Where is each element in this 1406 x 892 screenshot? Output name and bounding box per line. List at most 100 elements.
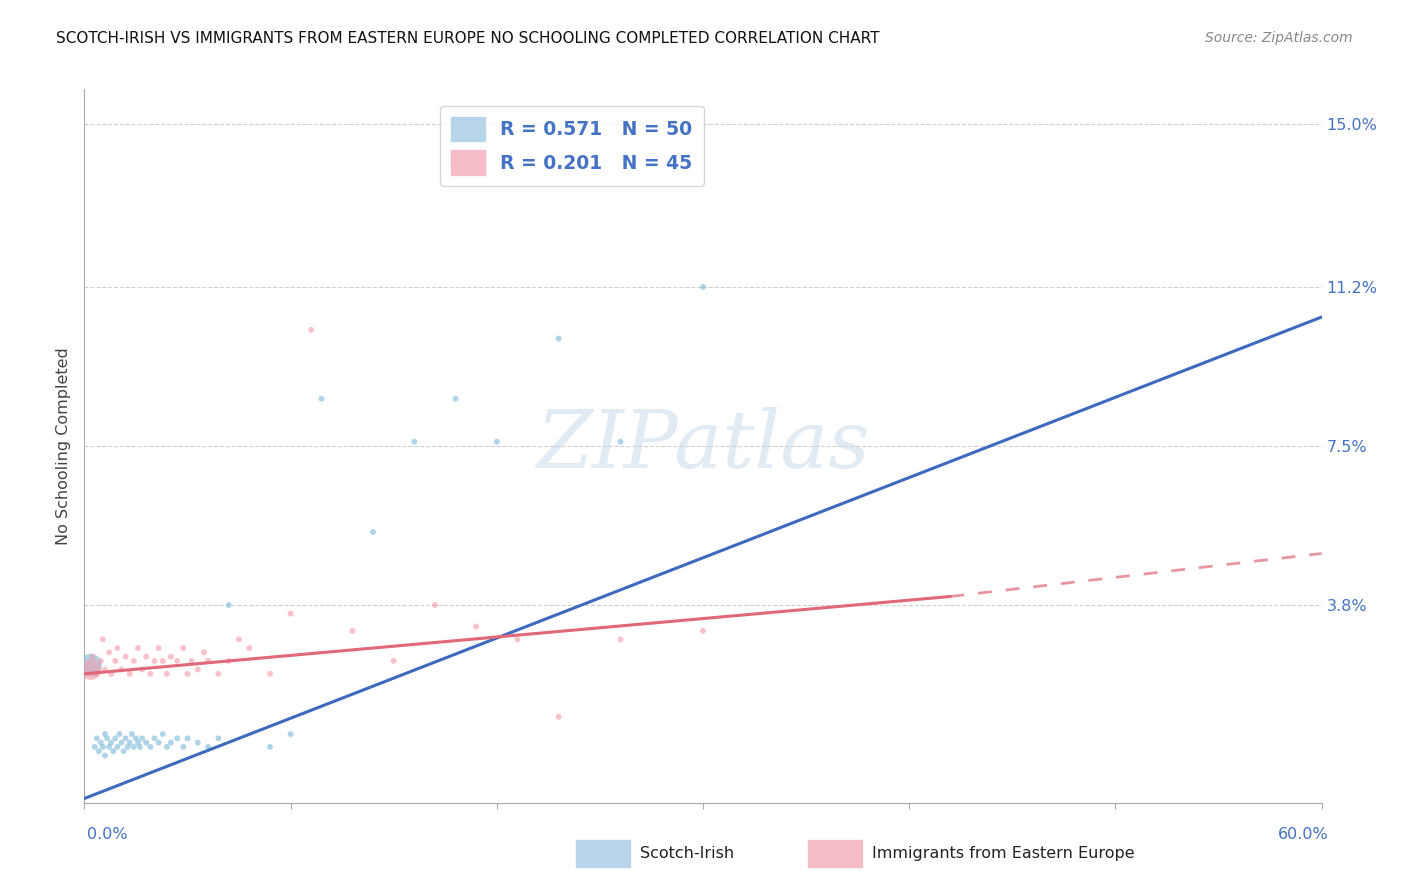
Point (148, 641, 170, 656)
Point (166, 731, 188, 746)
Point (100, 666, 122, 681)
Point (547, 710, 569, 724)
Point (127, 736, 149, 750)
Point (207, 666, 229, 681)
Point (280, 727, 302, 741)
Point (156, 739, 179, 754)
Point (114, 649, 136, 664)
Point (90, 736, 112, 750)
Point (110, 736, 132, 750)
Point (176, 666, 198, 681)
Point (299, 323, 322, 337)
Point (423, 598, 446, 612)
Point (91, 739, 114, 754)
Point (135, 736, 157, 750)
Point (180, 654, 202, 668)
Point (86, 731, 108, 746)
Point (193, 645, 215, 659)
Point (98, 645, 121, 659)
Point (547, 332, 569, 346)
Point (104, 654, 127, 668)
Text: Scotch-Irish: Scotch-Irish (640, 847, 734, 861)
Point (110, 663, 132, 677)
Point (105, 739, 128, 754)
Point (82, 649, 104, 664)
Point (94, 748, 117, 763)
Point (485, 434, 508, 449)
Point (114, 731, 136, 746)
Point (135, 649, 157, 664)
Point (152, 654, 174, 668)
Point (259, 666, 281, 681)
Point (238, 641, 260, 656)
Point (160, 649, 183, 664)
Text: 60.0%: 60.0% (1278, 827, 1329, 841)
Text: Source: ZipAtlas.com: Source: ZipAtlas.com (1205, 31, 1353, 45)
Point (218, 598, 240, 612)
Point (96, 731, 118, 746)
Point (131, 663, 153, 677)
Point (207, 731, 229, 746)
Point (139, 739, 162, 754)
Point (172, 739, 194, 754)
Point (148, 736, 170, 750)
Point (187, 736, 209, 750)
Y-axis label: No Schooling Completed: No Schooling Completed (56, 347, 72, 545)
Point (166, 654, 188, 668)
Point (609, 632, 631, 647)
Point (692, 624, 714, 638)
Point (105, 641, 128, 656)
Text: Immigrants from Eastern Europe: Immigrants from Eastern Europe (872, 847, 1135, 861)
Point (228, 632, 250, 647)
Point (342, 624, 364, 638)
Point (98, 739, 121, 754)
Point (87, 744, 110, 758)
Point (131, 731, 153, 746)
Point (143, 654, 166, 668)
Point (79, 663, 101, 677)
Point (91, 632, 114, 647)
Point (160, 736, 183, 750)
Point (197, 739, 219, 754)
Point (79, 658, 101, 673)
Point (139, 666, 162, 681)
Point (125, 731, 148, 746)
Point (129, 739, 152, 754)
Point (259, 739, 281, 754)
Point (100, 736, 122, 750)
Point (311, 392, 333, 406)
Point (506, 632, 529, 647)
Point (692, 280, 714, 294)
Point (118, 666, 141, 681)
Point (609, 434, 631, 449)
Point (118, 736, 141, 750)
Text: SCOTCH-IRISH VS IMMIGRANTS FROM EASTERN EUROPE NO SCHOOLING COMPLETED CORRELATIO: SCOTCH-IRISH VS IMMIGRANTS FROM EASTERN … (56, 31, 880, 46)
Point (90, 654, 112, 668)
Legend: R = 0.571   N = 50, R = 0.201   N = 45: R = 0.571 N = 50, R = 0.201 N = 45 (440, 106, 703, 186)
Point (122, 654, 145, 668)
Point (86, 666, 108, 681)
Point (127, 641, 149, 656)
Point (465, 619, 488, 633)
Point (280, 607, 302, 621)
Point (187, 663, 209, 677)
Point (94, 727, 117, 741)
Point (104, 731, 127, 746)
Point (94, 663, 117, 677)
Point (112, 744, 135, 758)
Point (197, 654, 219, 668)
Point (108, 727, 131, 741)
Point (404, 434, 426, 449)
Point (382, 654, 405, 668)
Point (152, 727, 174, 741)
Point (103, 744, 125, 758)
Point (172, 641, 194, 656)
Point (117, 739, 139, 754)
Point (143, 731, 166, 746)
Point (176, 731, 198, 746)
Point (122, 739, 145, 754)
Text: ZIPatlas: ZIPatlas (536, 408, 870, 484)
Text: 0.0%: 0.0% (87, 827, 128, 841)
Point (121, 727, 143, 741)
Point (218, 654, 240, 668)
